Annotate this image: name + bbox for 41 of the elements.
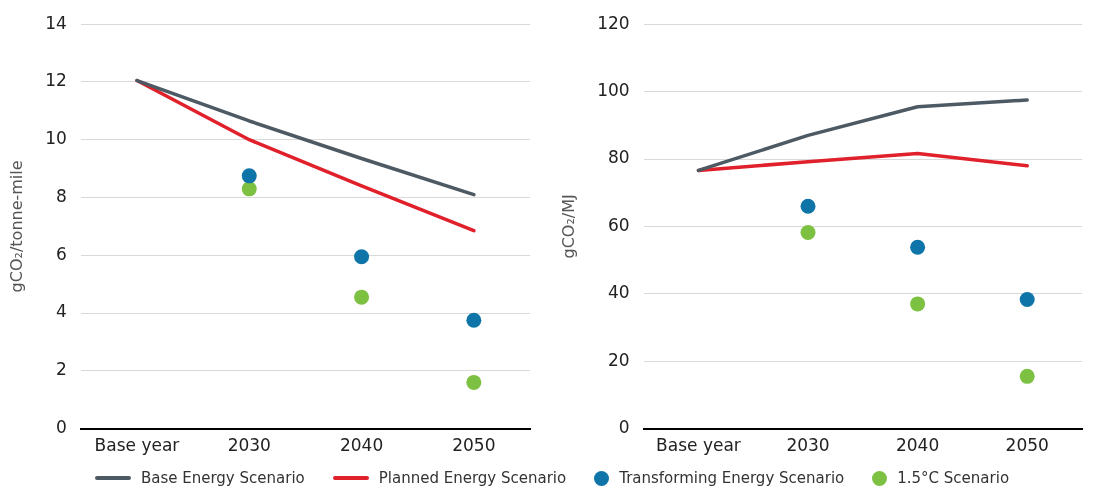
legend-label: 1.5°C Scenario xyxy=(897,469,1010,487)
y-tick-label: 0 xyxy=(56,417,67,438)
point xyxy=(241,168,257,184)
y-tick-label: 60 xyxy=(608,214,630,235)
y-tick-label: 12 xyxy=(45,70,67,91)
y-tick-label: 100 xyxy=(597,80,630,101)
x-tick-label: Base year xyxy=(94,435,180,456)
y-tick-label: 80 xyxy=(608,147,630,168)
point xyxy=(1019,368,1035,384)
x-tick-label: 2030 xyxy=(786,435,830,456)
point xyxy=(466,374,482,390)
point xyxy=(800,198,816,214)
y-tick-label: 6 xyxy=(56,243,67,264)
point xyxy=(910,239,926,255)
y-tick-label: 8 xyxy=(56,185,67,206)
y-tick-label: 120 xyxy=(597,12,630,33)
x-tick-label: 2040 xyxy=(895,435,940,456)
point xyxy=(910,296,926,312)
y-tick-label: 40 xyxy=(608,282,630,303)
y-tick-label: 0 xyxy=(618,417,630,438)
point xyxy=(800,224,816,240)
y-tick-label: 14 xyxy=(45,12,67,33)
y-tick-label: 20 xyxy=(608,349,630,370)
point xyxy=(1019,292,1035,308)
x-tick-label: 2050 xyxy=(452,435,496,456)
y-axis-title: gCO₂/tonne-mile xyxy=(6,160,26,293)
point xyxy=(354,249,370,265)
x-tick-label: 2050 xyxy=(1005,435,1049,456)
y-tick-label: 4 xyxy=(56,301,67,322)
point xyxy=(354,289,370,305)
x-tick-label: 2040 xyxy=(339,435,384,456)
point xyxy=(241,181,257,197)
y-axis-title: gCO₂/MJ xyxy=(558,194,578,259)
x-tick-label: Base year xyxy=(656,435,741,456)
y-tick-label: 2 xyxy=(56,359,67,380)
y-tick-label: 10 xyxy=(45,128,67,149)
legend-label: Base Energy Scenario xyxy=(140,469,305,487)
legend-label: Transforming Energy Scenario xyxy=(619,469,845,487)
point xyxy=(466,312,482,328)
legend-label: Planned Energy Scenario xyxy=(378,469,567,487)
x-tick-label: 2030 xyxy=(227,435,271,456)
